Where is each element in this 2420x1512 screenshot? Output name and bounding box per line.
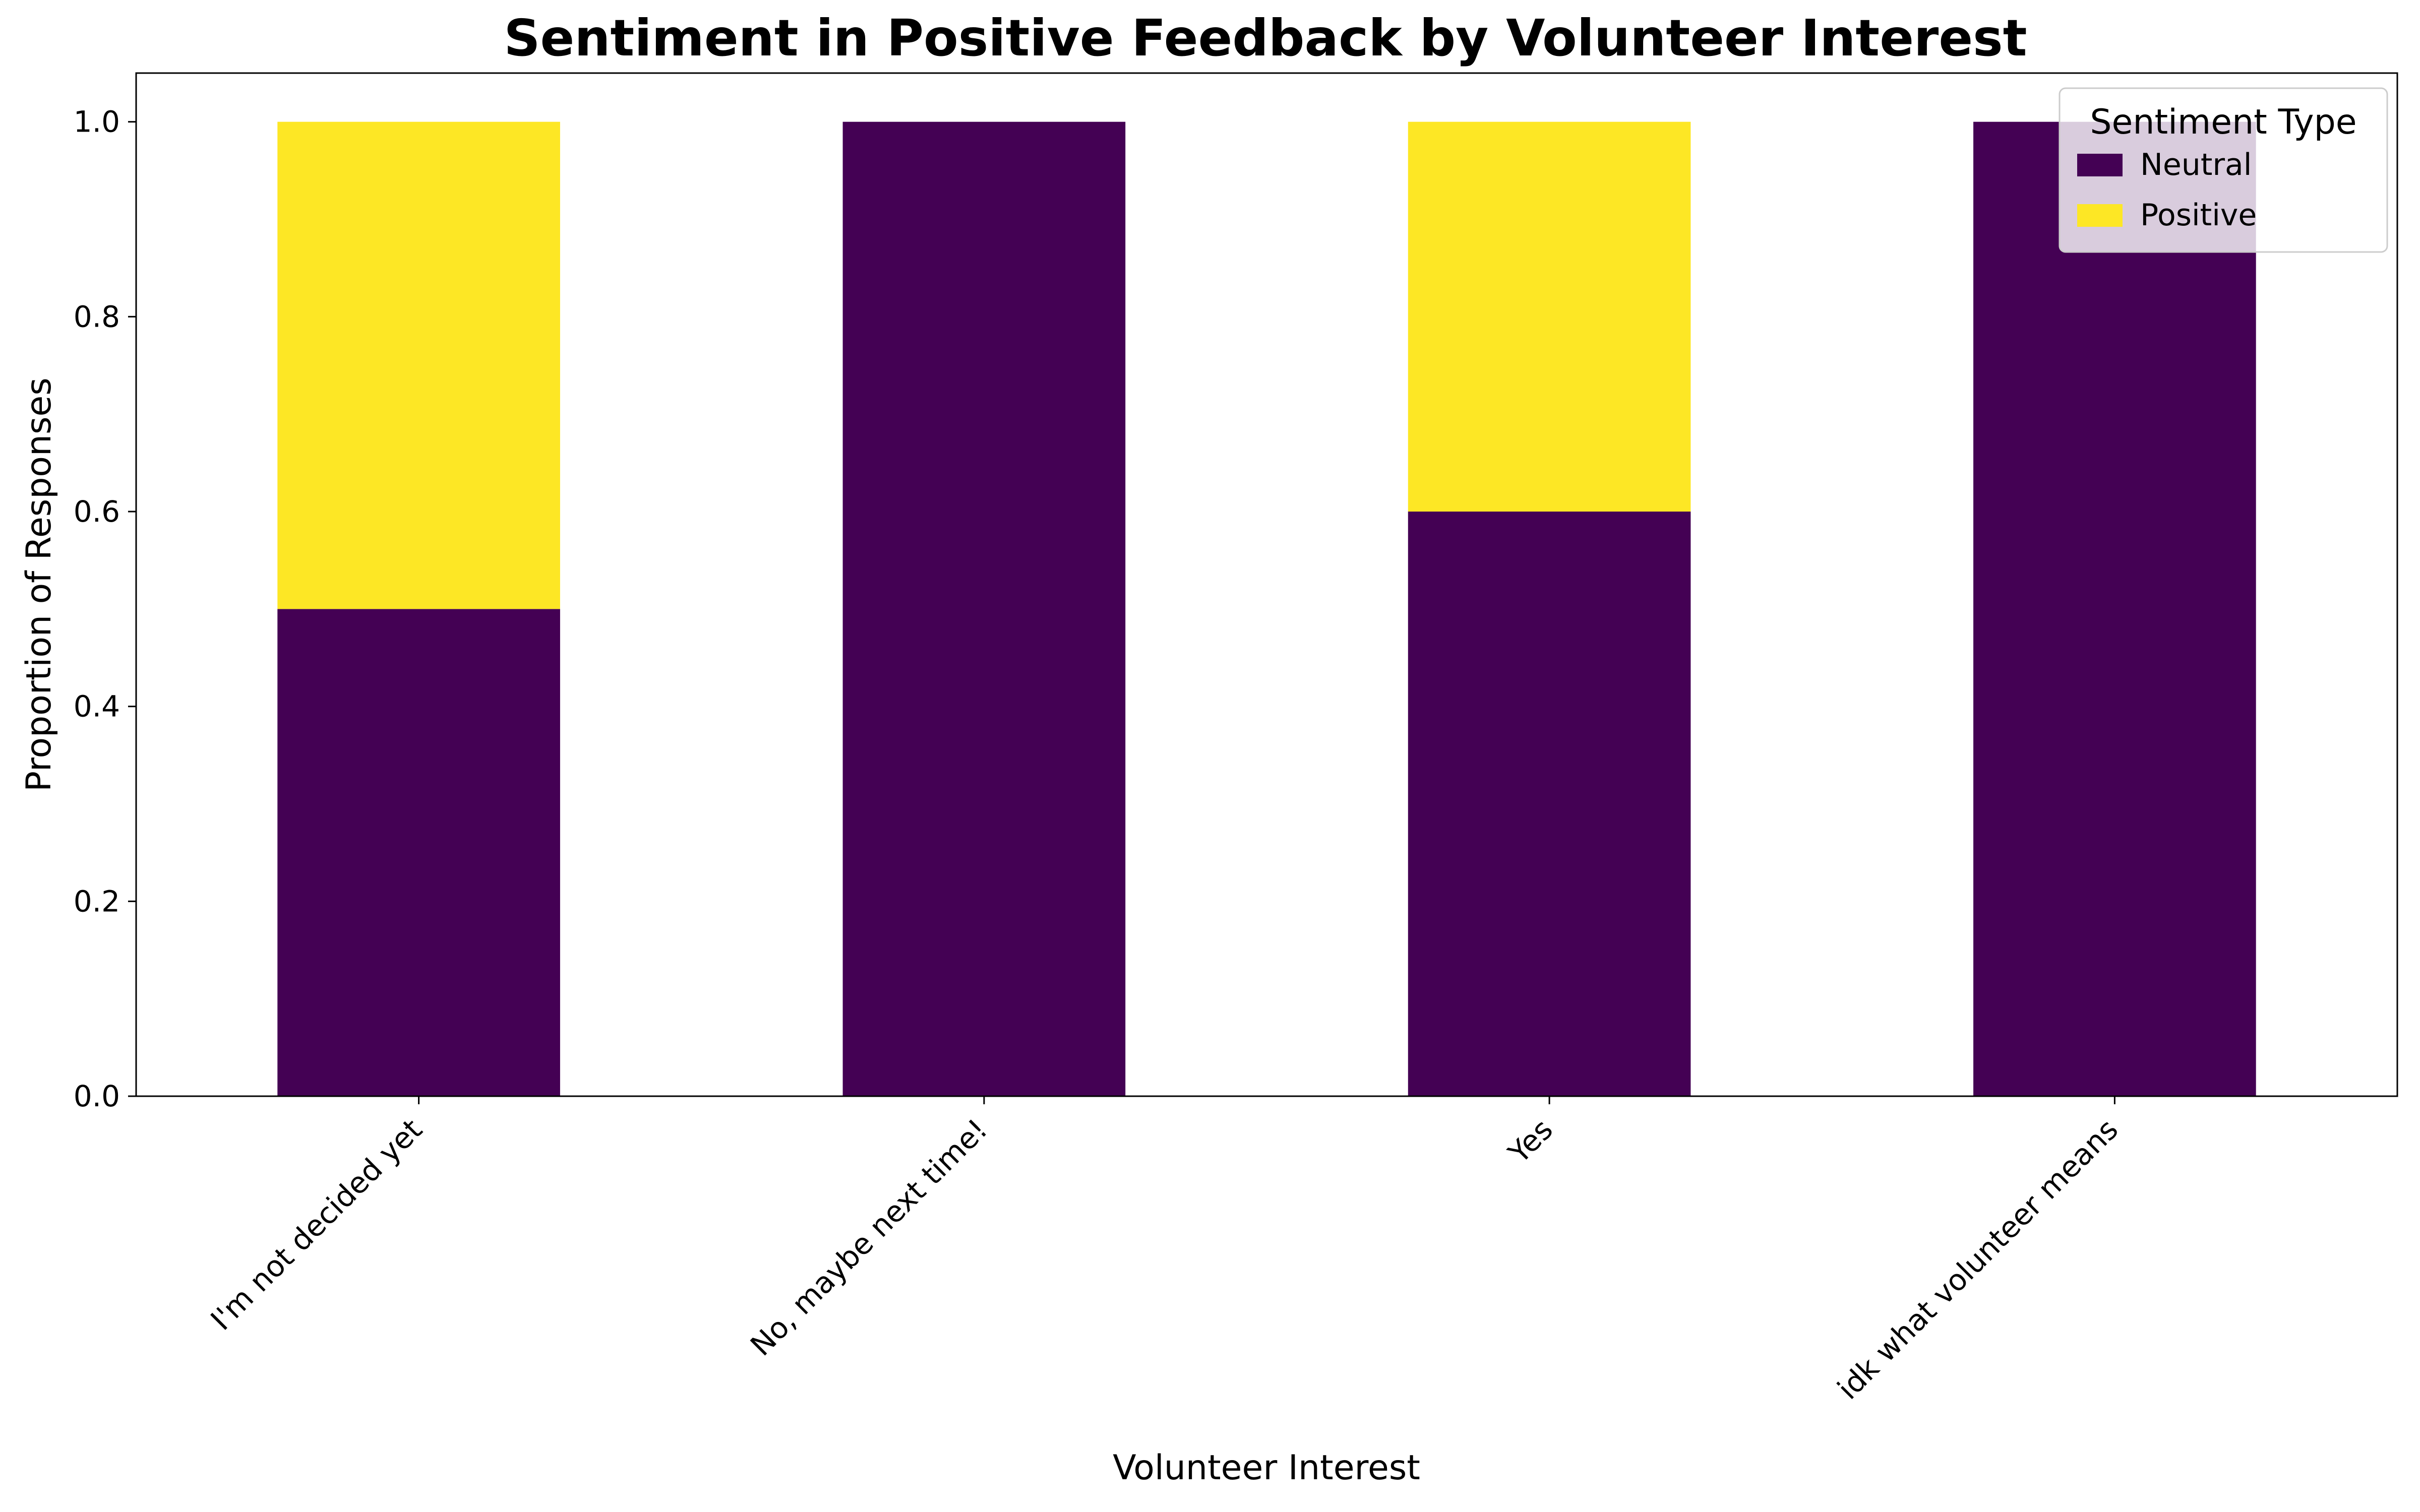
bar-neutral-3 <box>1973 121 2256 1097</box>
chart-title: Sentiment in Positive Feedback by Volunt… <box>504 9 2027 68</box>
legend-swatch-neutral <box>2077 154 2123 176</box>
y-tick-label: 0.8 <box>74 299 120 334</box>
legend-title: Sentiment Type <box>2090 102 2356 142</box>
legend: Sentiment Type Neutral Positive <box>2059 87 2388 253</box>
legend-label-positive: Positive <box>2140 198 2257 233</box>
y-axis: 0.0 0.2 0.4 0.6 0.8 1.0 <box>74 105 136 1113</box>
legend-items: Neutral Positive <box>2077 147 2257 233</box>
y-tick-label: 0.2 <box>74 884 120 918</box>
x-tick-label: idk what volunteer means <box>1831 1112 2125 1406</box>
bar-neutral-0 <box>277 609 560 1096</box>
bar-positive-0 <box>277 121 560 609</box>
y-tick-label: 1.0 <box>74 105 120 139</box>
bar-neutral-1 <box>842 121 1126 1097</box>
x-tick-label: Yes <box>1501 1112 1559 1170</box>
x-axis-label: Volunteer Interest <box>1113 1448 1420 1488</box>
x-axis: I'm not decided yet No, maybe next time! Y… <box>204 1096 2125 1406</box>
y-tick-label: 0.6 <box>74 494 120 529</box>
x-tick-label: I'm not decided yet <box>204 1112 429 1337</box>
y-tick-label: 0.0 <box>74 1079 120 1113</box>
plot-area: 0.0 0.2 0.4 0.6 0.8 1.0 I'm not decided yet No… <box>74 72 2398 1406</box>
bars-layer <box>277 121 2256 1097</box>
legend-box <box>2059 87 2388 253</box>
plot-frame <box>135 72 2398 1097</box>
bar-neutral-2 <box>1408 512 1691 1096</box>
bar-positive-2 <box>1408 121 1691 512</box>
legend-swatch-positive <box>2077 204 2123 227</box>
x-tick-label: No, maybe next time! <box>744 1112 994 1363</box>
y-tick-label: 0.4 <box>74 689 120 724</box>
y-axis-label: Proportion of Responses <box>19 377 59 792</box>
legend-label-neutral: Neutral <box>2140 147 2252 182</box>
